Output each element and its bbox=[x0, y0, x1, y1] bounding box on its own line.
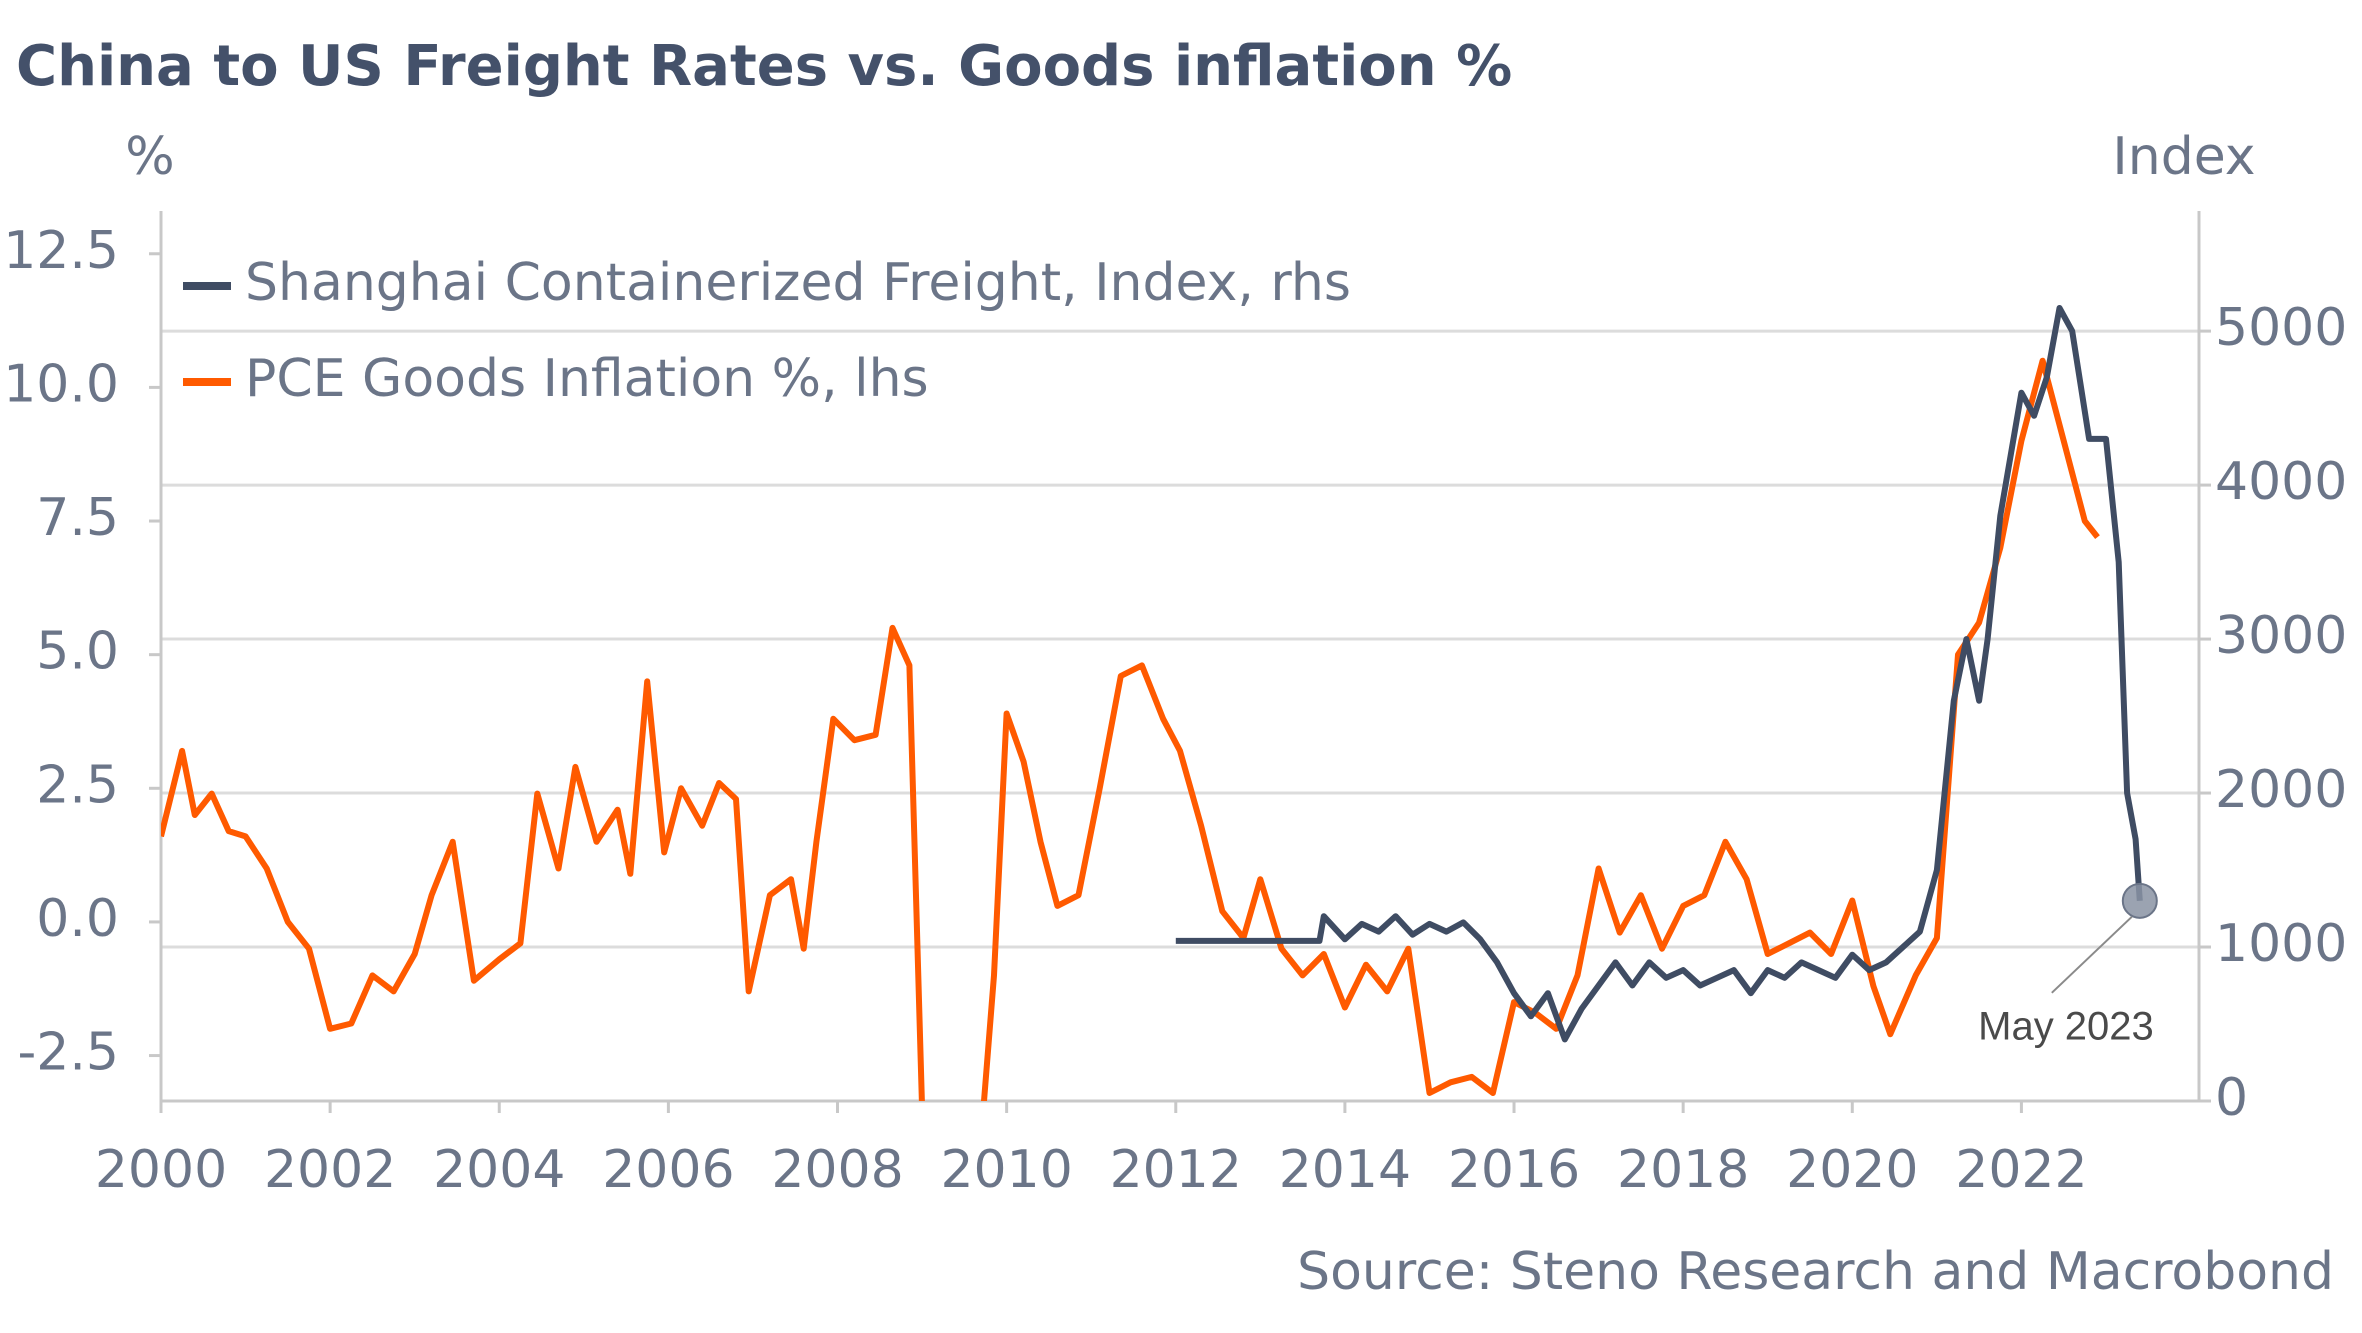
x-tick-label: 2006 bbox=[602, 1140, 734, 1200]
x-tick-label: 2002 bbox=[264, 1140, 396, 1200]
x-tick-label: 2000 bbox=[95, 1140, 227, 1200]
x-tick-label: 2004 bbox=[433, 1140, 565, 1200]
x-tick-label: 2008 bbox=[771, 1140, 903, 1200]
annotation-leader bbox=[2051, 916, 2133, 994]
plot-area bbox=[161, 305, 2143, 1101]
y2-tick-label: 2000 bbox=[2215, 760, 2347, 820]
x-tick-label: 2022 bbox=[1955, 1140, 2087, 1200]
x-tick-label: 2012 bbox=[1110, 1140, 1242, 1200]
y-tick-label: -2.5 bbox=[18, 1023, 119, 1083]
series-line bbox=[161, 357, 2100, 1101]
series-line bbox=[1175, 305, 2143, 1043]
y-axis-label: % bbox=[125, 127, 174, 187]
y2-axis-label: Index bbox=[2112, 127, 2255, 187]
y2-tick-label: 4000 bbox=[2215, 452, 2347, 512]
x-tick-label: 2020 bbox=[1786, 1140, 1918, 1200]
y-tick-label: 12.5 bbox=[3, 221, 119, 281]
y-tick-label: 2.5 bbox=[36, 755, 119, 815]
legend-label: Shanghai Containerized Freight, Index, r… bbox=[245, 253, 1351, 313]
y-tick-label: 7.5 bbox=[36, 488, 119, 548]
y2-tick-label: 1000 bbox=[2215, 914, 2347, 974]
x-tick-label: 2018 bbox=[1617, 1140, 1749, 1200]
y2-tick-label: 3000 bbox=[2215, 606, 2347, 666]
x-tick-label: 2010 bbox=[940, 1140, 1072, 1200]
x-tick-label: 2014 bbox=[1279, 1140, 1411, 1200]
y-tick-label: 5.0 bbox=[36, 622, 119, 682]
annotation-marker bbox=[2121, 882, 2158, 919]
y2-tick-label: 5000 bbox=[2215, 298, 2347, 358]
legend-label: PCE Goods Inflation %, lhs bbox=[245, 349, 929, 409]
chart-title: China to US Freight Rates vs. Goods infl… bbox=[16, 34, 1512, 99]
y-tick-label: 0.0 bbox=[36, 889, 119, 949]
source-note: Source: Steno Research and Macrobond bbox=[1297, 1242, 2334, 1302]
y2-tick-label: 0 bbox=[2215, 1068, 2248, 1128]
annotation-label: May 2023 bbox=[1978, 1004, 2154, 1048]
y-tick-label: 10.0 bbox=[3, 354, 119, 414]
x-tick-label: 2016 bbox=[1448, 1140, 1580, 1200]
